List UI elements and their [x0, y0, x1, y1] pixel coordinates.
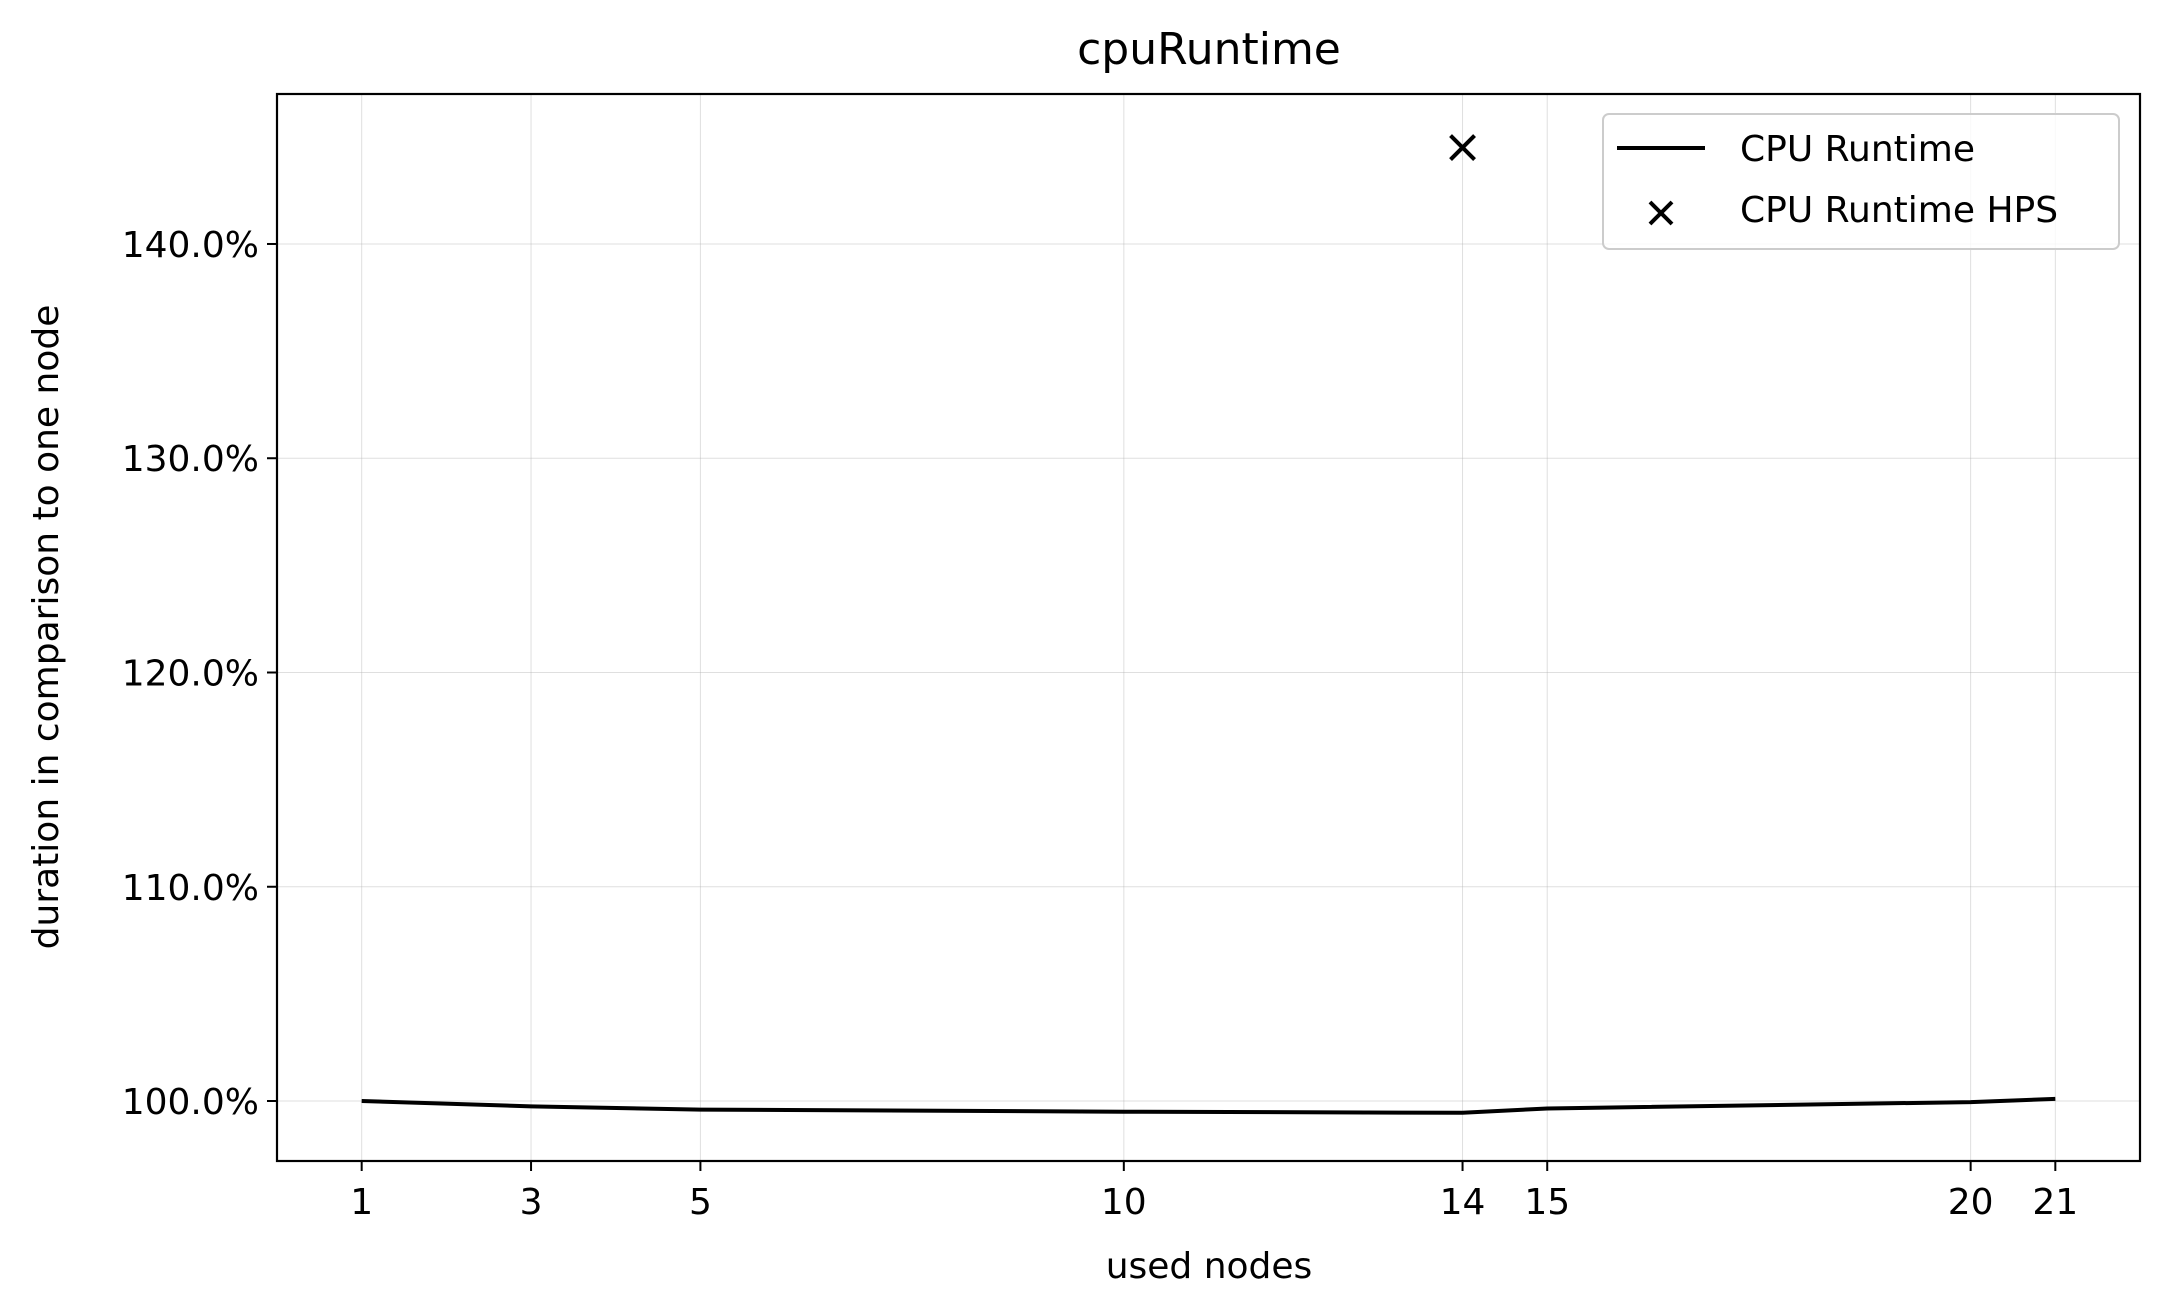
y-tick-label: 120.0%	[122, 653, 259, 694]
legend-label-cpu-runtime: CPU Runtime	[1740, 129, 1975, 170]
x-tick-label: 1	[350, 1182, 373, 1223]
series-point-cpu-runtime-hps	[1449, 134, 1476, 161]
y-tick-label: 130.0%	[122, 439, 259, 480]
y-tick-label: 110.0%	[122, 868, 259, 909]
x-tick-label: 14	[1440, 1182, 1486, 1223]
y-axis-label: duration in comparison to one node	[26, 305, 67, 950]
y-axis: 100.0% 110.0% 120.0% 130.0% 140.0%	[122, 225, 277, 1123]
plot-frame	[275, 92, 2142, 1163]
x-tick-label: 20	[1948, 1182, 1994, 1223]
plot-series	[361, 134, 2056, 1115]
x-tick-label: 21	[2032, 1182, 2078, 1223]
x-axis: 1 3 5 10 14 15 20 21	[350, 1161, 2078, 1223]
legend-box	[1602, 113, 2120, 250]
y-tick-label: 140.0%	[122, 225, 259, 266]
legend: CPU Runtime CPU Runtime HPS	[1602, 113, 2120, 250]
x-tick-label: 15	[1524, 1182, 1570, 1223]
legend-label-cpu-runtime-hps: CPU Runtime HPS	[1740, 190, 2058, 231]
x-tick-label: 5	[689, 1182, 712, 1223]
x-axis-label: used nodes	[1106, 1246, 1313, 1287]
chart-title: cpuRuntime	[1077, 24, 1341, 75]
legend-x-marker-swatch	[1648, 200, 1674, 226]
x-tick-label: 10	[1101, 1182, 1147, 1223]
x-tick-label: 3	[520, 1182, 543, 1223]
series-line-cpu-runtime	[361, 1096, 2056, 1115]
grid-lines	[277, 94, 2140, 1161]
y-tick-label: 100.0%	[122, 1082, 259, 1123]
